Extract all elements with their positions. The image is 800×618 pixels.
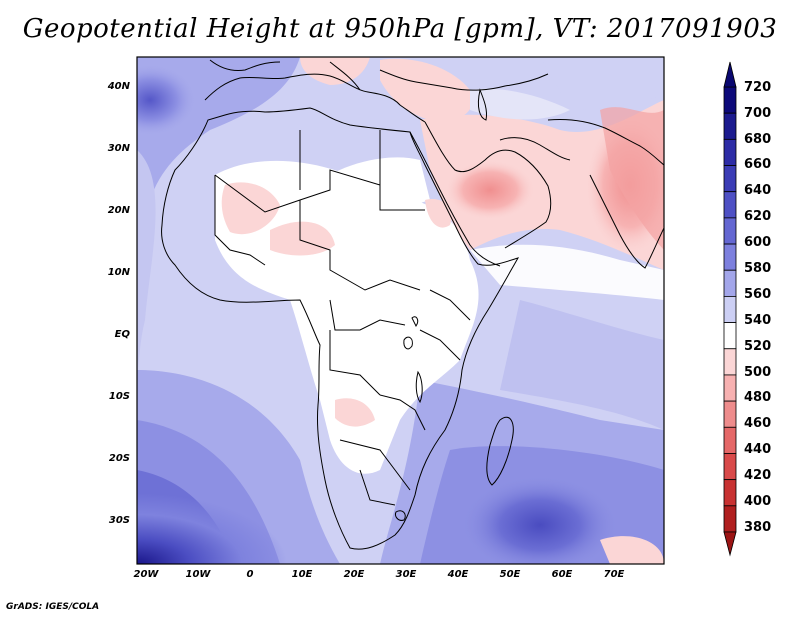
lat-label: 10S: [109, 391, 130, 402]
lon-label: 20W: [134, 569, 160, 580]
colorbar-box: [723, 426, 737, 454]
lon-label: 10E: [292, 569, 313, 580]
colorbar-label: 440: [744, 442, 771, 457]
colorbar-label: 640: [744, 183, 771, 198]
colorbar-box: [723, 296, 737, 323]
colorbar-box: [723, 165, 737, 193]
colorbar-box: [723, 269, 737, 297]
colorbar-box: [723, 191, 737, 219]
lat-label: 20S: [109, 453, 130, 464]
lat-label: 40N: [107, 81, 131, 92]
colorbar-box: [723, 86, 737, 114]
colorbar-label: 420: [744, 468, 771, 483]
colorbar-label: 580: [744, 261, 771, 276]
lat-label: 20N: [108, 205, 131, 216]
colorbar-label: 520: [744, 339, 771, 354]
colorbar-top-arrow: [723, 61, 737, 88]
colorbar-label: 620: [744, 209, 771, 224]
colorbar-box: [723, 243, 737, 271]
lon-label: 0: [247, 569, 254, 580]
coastlines-borders: [161, 59, 664, 550]
colorbar-box: [723, 505, 737, 533]
lon-label: 50E: [500, 569, 521, 580]
colorbar-label: 660: [744, 157, 771, 172]
lat-label: 10N: [108, 267, 131, 278]
map-title: Geopotential Height at 950hPa [gpm], VT:…: [22, 14, 778, 44]
colorbar-box: [723, 348, 737, 376]
colorbar-box: [723, 217, 737, 245]
colorbar-label: 400: [744, 494, 771, 509]
height-field: [137, 57, 664, 564]
colorbar-label: 560: [744, 287, 771, 302]
plot-frame: [136, 56, 665, 565]
colorbar-box: [723, 322, 737, 350]
colorbar-label: 500: [744, 365, 771, 380]
colorbar-box: [723, 374, 737, 402]
lon-label: 60E: [552, 569, 573, 580]
longitude-axis: 20W 10W 0 10E 20E 30E 40E 50E 60E 70E: [134, 569, 625, 580]
lon-label: 20E: [344, 569, 365, 580]
grads-credit: GrADS: IGES/COLA: [6, 602, 100, 612]
lon-label: 40E: [447, 569, 469, 580]
colorbar-box: [723, 112, 737, 140]
colorbar-box: [723, 400, 737, 428]
colorbar-box: [723, 479, 737, 507]
colorbar-box: [723, 138, 737, 166]
colorbar-box: [723, 453, 737, 481]
lon-label: 30E: [396, 569, 417, 580]
lat-label: EQ: [115, 329, 131, 340]
lon-label: 10W: [186, 569, 212, 580]
colorbar-label: 680: [744, 132, 771, 147]
colorbar-label: 600: [744, 235, 771, 250]
colorbar-label: 720: [744, 80, 771, 95]
colorbar: 720 700 680 660 640 620 600 580 560 540 …: [723, 61, 771, 557]
colorbar-label: 380: [744, 520, 771, 535]
latitude-axis: 40N 30N 20N 10N EQ 10S 20S 30S: [107, 81, 131, 526]
colorbar-label: 460: [744, 416, 771, 431]
lat-label: 30S: [109, 515, 130, 526]
colorbar-label: 700: [744, 106, 771, 121]
colorbar-label: 480: [744, 390, 771, 405]
lon-label: 70E: [604, 569, 625, 580]
colorbar-label: 540: [744, 313, 771, 328]
lat-label: 30N: [108, 143, 131, 154]
colorbar-bottom-arrow: [723, 531, 737, 557]
